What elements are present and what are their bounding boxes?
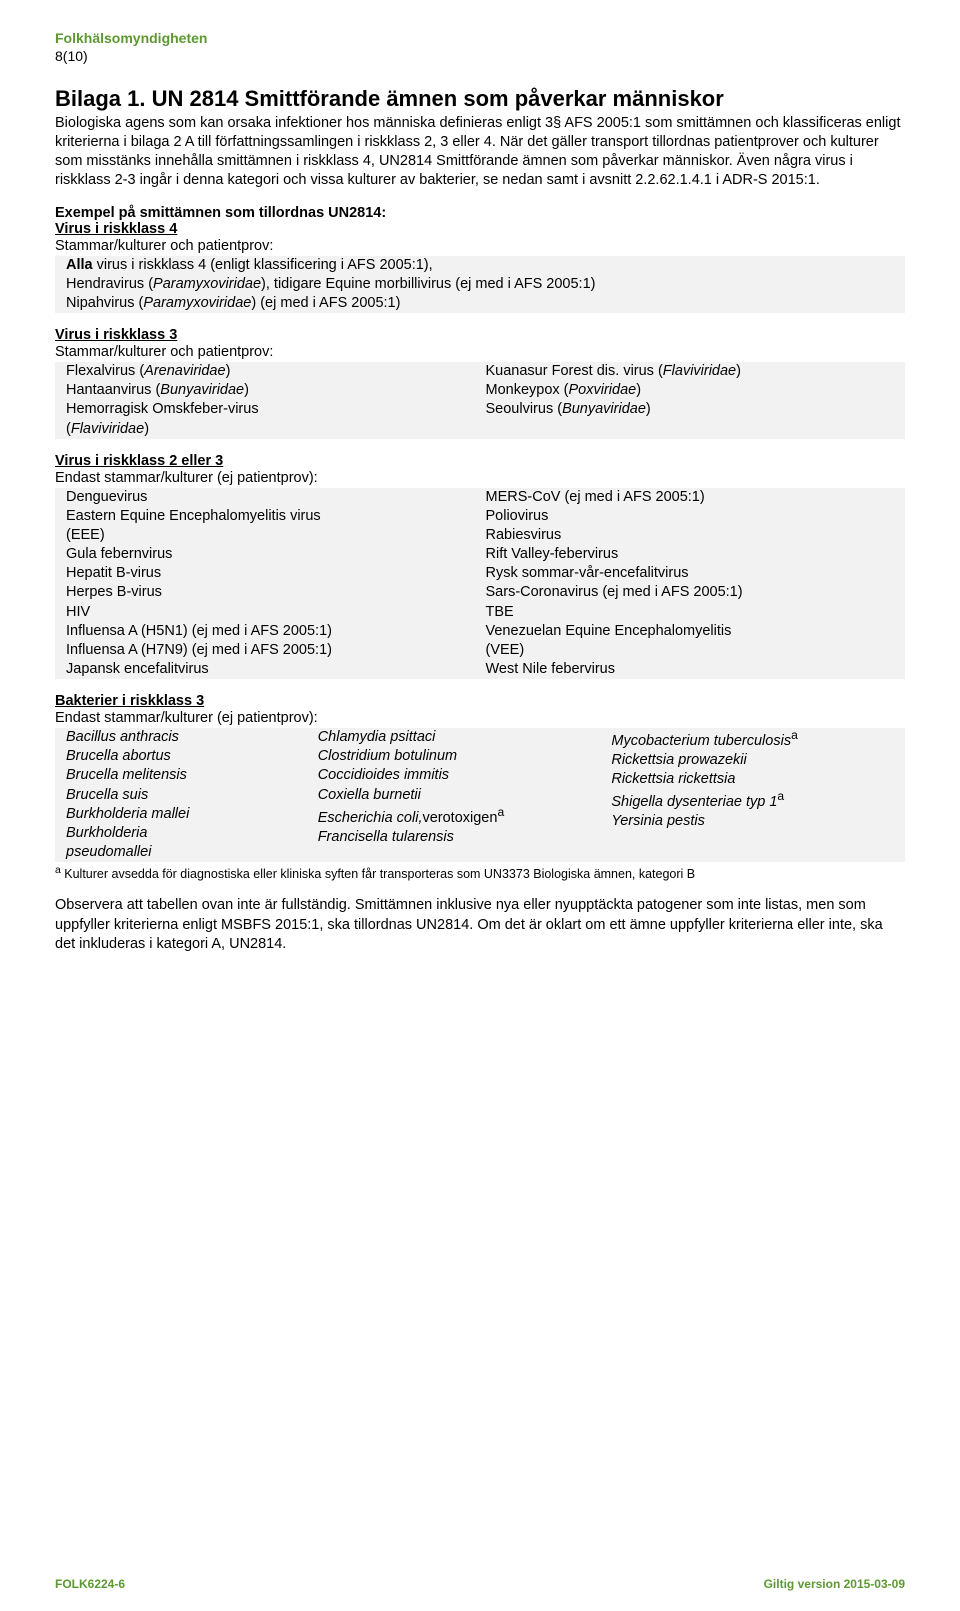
list-item: (EEE) bbox=[66, 526, 486, 545]
list-item: Denguevirus bbox=[66, 488, 486, 507]
list-item: Coxiella burnetii bbox=[318, 786, 612, 805]
list-item: Influensa A (H5N1) (ej med i AFS 2005:1) bbox=[66, 622, 486, 641]
list-item: Shigella dysenteriae typ 1a bbox=[611, 789, 905, 812]
intro-paragraph: Biologiska agens som kan orsaka infektio… bbox=[55, 114, 905, 191]
header-org: Folkhälsomyndigheten bbox=[55, 30, 905, 46]
virus4-line-hendra: Hendravirus (Paramyxoviridae), tidigare … bbox=[66, 275, 905, 294]
virus3-list: Flexalvirus (Arenaviridae) Hantaanvirus … bbox=[55, 362, 905, 439]
list-item: Rift Valley-febervirus bbox=[486, 545, 906, 564]
list-item: Burkholderia bbox=[66, 824, 318, 843]
list-item: Venezuelan Equine Encephalomyelitis bbox=[486, 622, 906, 641]
list-item: Poliovirus bbox=[486, 507, 906, 526]
list-item: MERS-CoV (ej med i AFS 2005:1) bbox=[486, 488, 906, 507]
list-item: Rabiesvirus bbox=[486, 526, 906, 545]
footer-doc-id: FOLK6224-6 bbox=[55, 1577, 125, 1591]
virus23-subtitle: Endast stammar/kulturer (ej patientprov)… bbox=[55, 469, 905, 488]
virus-riskklass-3-section: Virus i riskklass 3 Stammar/kulturer och… bbox=[55, 327, 905, 439]
list-item: Rysk sommar-vår-encefalitvirus bbox=[486, 564, 906, 583]
list-item: Coccidioides immitis bbox=[318, 766, 612, 785]
virus23-title: Virus i riskklass 2 eller 3 bbox=[55, 453, 905, 469]
header-page-number: 8(10) bbox=[55, 48, 905, 64]
list-item: pseudomallei bbox=[66, 843, 318, 862]
footer-version: Giltig version 2015-03-09 bbox=[764, 1577, 905, 1591]
virus3-subtitle: Stammar/kulturer och patientprov: bbox=[55, 343, 905, 362]
list-item: Hemorragisk Omskfeber-virus bbox=[66, 400, 486, 419]
list-item: Herpes B-virus bbox=[66, 583, 486, 602]
example-heading: Exempel på smittämnen som tillordnas UN2… bbox=[55, 205, 905, 221]
closing-paragraph: Observera att tabellen ovan inte är full… bbox=[55, 896, 905, 953]
list-item: Flexalvirus (Arenaviridae) bbox=[66, 362, 486, 381]
list-item: Burkholderia mallei bbox=[66, 805, 318, 824]
list-item: HIV bbox=[66, 603, 486, 622]
page-title: Bilaga 1. UN 2814 Smittförande ämnen som… bbox=[55, 86, 905, 112]
virus-riskklass-2-3-section: Virus i riskklass 2 eller 3 Endast stamm… bbox=[55, 453, 905, 679]
list-item: Brucella melitensis bbox=[66, 766, 318, 785]
bakterier-riskklass-3-section: Bakterier i riskklass 3 Endast stammar/k… bbox=[55, 693, 905, 862]
virus4-line-nipah: Nipahvirus (Paramyxoviridae) (ej med i A… bbox=[66, 294, 905, 313]
virus4-line-all: Alla virus i riskklass 4 (enligt klassif… bbox=[66, 256, 905, 275]
list-item: Bacillus anthracis bbox=[66, 728, 318, 747]
list-item: (Flaviviridae) bbox=[66, 420, 486, 439]
list-item: Brucella abortus bbox=[66, 747, 318, 766]
list-item: Yersinia pestis bbox=[611, 812, 905, 831]
virus-riskklass-4-section: Exempel på smittämnen som tillordnas UN2… bbox=[55, 205, 905, 314]
list-item: Rickettsia rickettsia bbox=[611, 770, 905, 789]
list-item: Rickettsia prowazekii bbox=[611, 751, 905, 770]
footnote: a Kulturer avsedda för diagnostiska elle… bbox=[55, 864, 905, 882]
virus4-list: Alla virus i riskklass 4 (enligt klassif… bbox=[55, 256, 905, 313]
list-item: Japansk encefalitvirus bbox=[66, 660, 486, 679]
virus23-list: Denguevirus Eastern Equine Encephalomyel… bbox=[55, 488, 905, 679]
list-item: West Nile febervirus bbox=[486, 660, 906, 679]
document-page: Folkhälsomyndigheten 8(10) Bilaga 1. UN … bbox=[0, 0, 960, 1611]
list-item: Kuanasur Forest dis. virus (Flaviviridae… bbox=[486, 362, 906, 381]
list-item: Hepatit B-virus bbox=[66, 564, 486, 583]
list-item: Influensa A (H7N9) (ej med i AFS 2005:1) bbox=[66, 641, 486, 660]
list-item: (VEE) bbox=[486, 641, 906, 660]
list-item: Clostridium botulinum bbox=[318, 747, 612, 766]
bact3-list: Bacillus anthracis Brucella abortus Bruc… bbox=[55, 728, 905, 862]
list-item: Chlamydia psittaci bbox=[318, 728, 612, 747]
list-item: Sars-Coronavirus (ej med i AFS 2005:1) bbox=[486, 583, 906, 602]
virus4-subtitle: Stammar/kulturer och patientprov: bbox=[55, 237, 905, 256]
list-item: Hantaanvirus (Bunyaviridae) bbox=[66, 381, 486, 400]
bact3-subtitle: Endast stammar/kulturer (ej patientprov)… bbox=[55, 709, 905, 728]
list-item: Brucella suis bbox=[66, 786, 318, 805]
list-item: Gula febernvirus bbox=[66, 545, 486, 564]
list-item: Escherichia coli,verotoxigena bbox=[318, 805, 612, 828]
list-item: Monkeypox (Poxviridae) bbox=[486, 381, 906, 400]
page-footer: FOLK6224-6 Giltig version 2015-03-09 bbox=[55, 1577, 905, 1591]
list-item: Francisella tularensis bbox=[318, 828, 612, 847]
virus4-title: Virus i riskklass 4 bbox=[55, 221, 905, 237]
virus3-title: Virus i riskklass 3 bbox=[55, 327, 905, 343]
list-item: TBE bbox=[486, 603, 906, 622]
list-item: Mycobacterium tuberculosisa bbox=[611, 728, 905, 751]
list-item: Seoulvirus (Bunyaviridae) bbox=[486, 400, 906, 419]
bact3-title: Bakterier i riskklass 3 bbox=[55, 693, 905, 709]
list-item: Eastern Equine Encephalomyelitis virus bbox=[66, 507, 486, 526]
page-header: Folkhälsomyndigheten 8(10) bbox=[55, 30, 905, 64]
